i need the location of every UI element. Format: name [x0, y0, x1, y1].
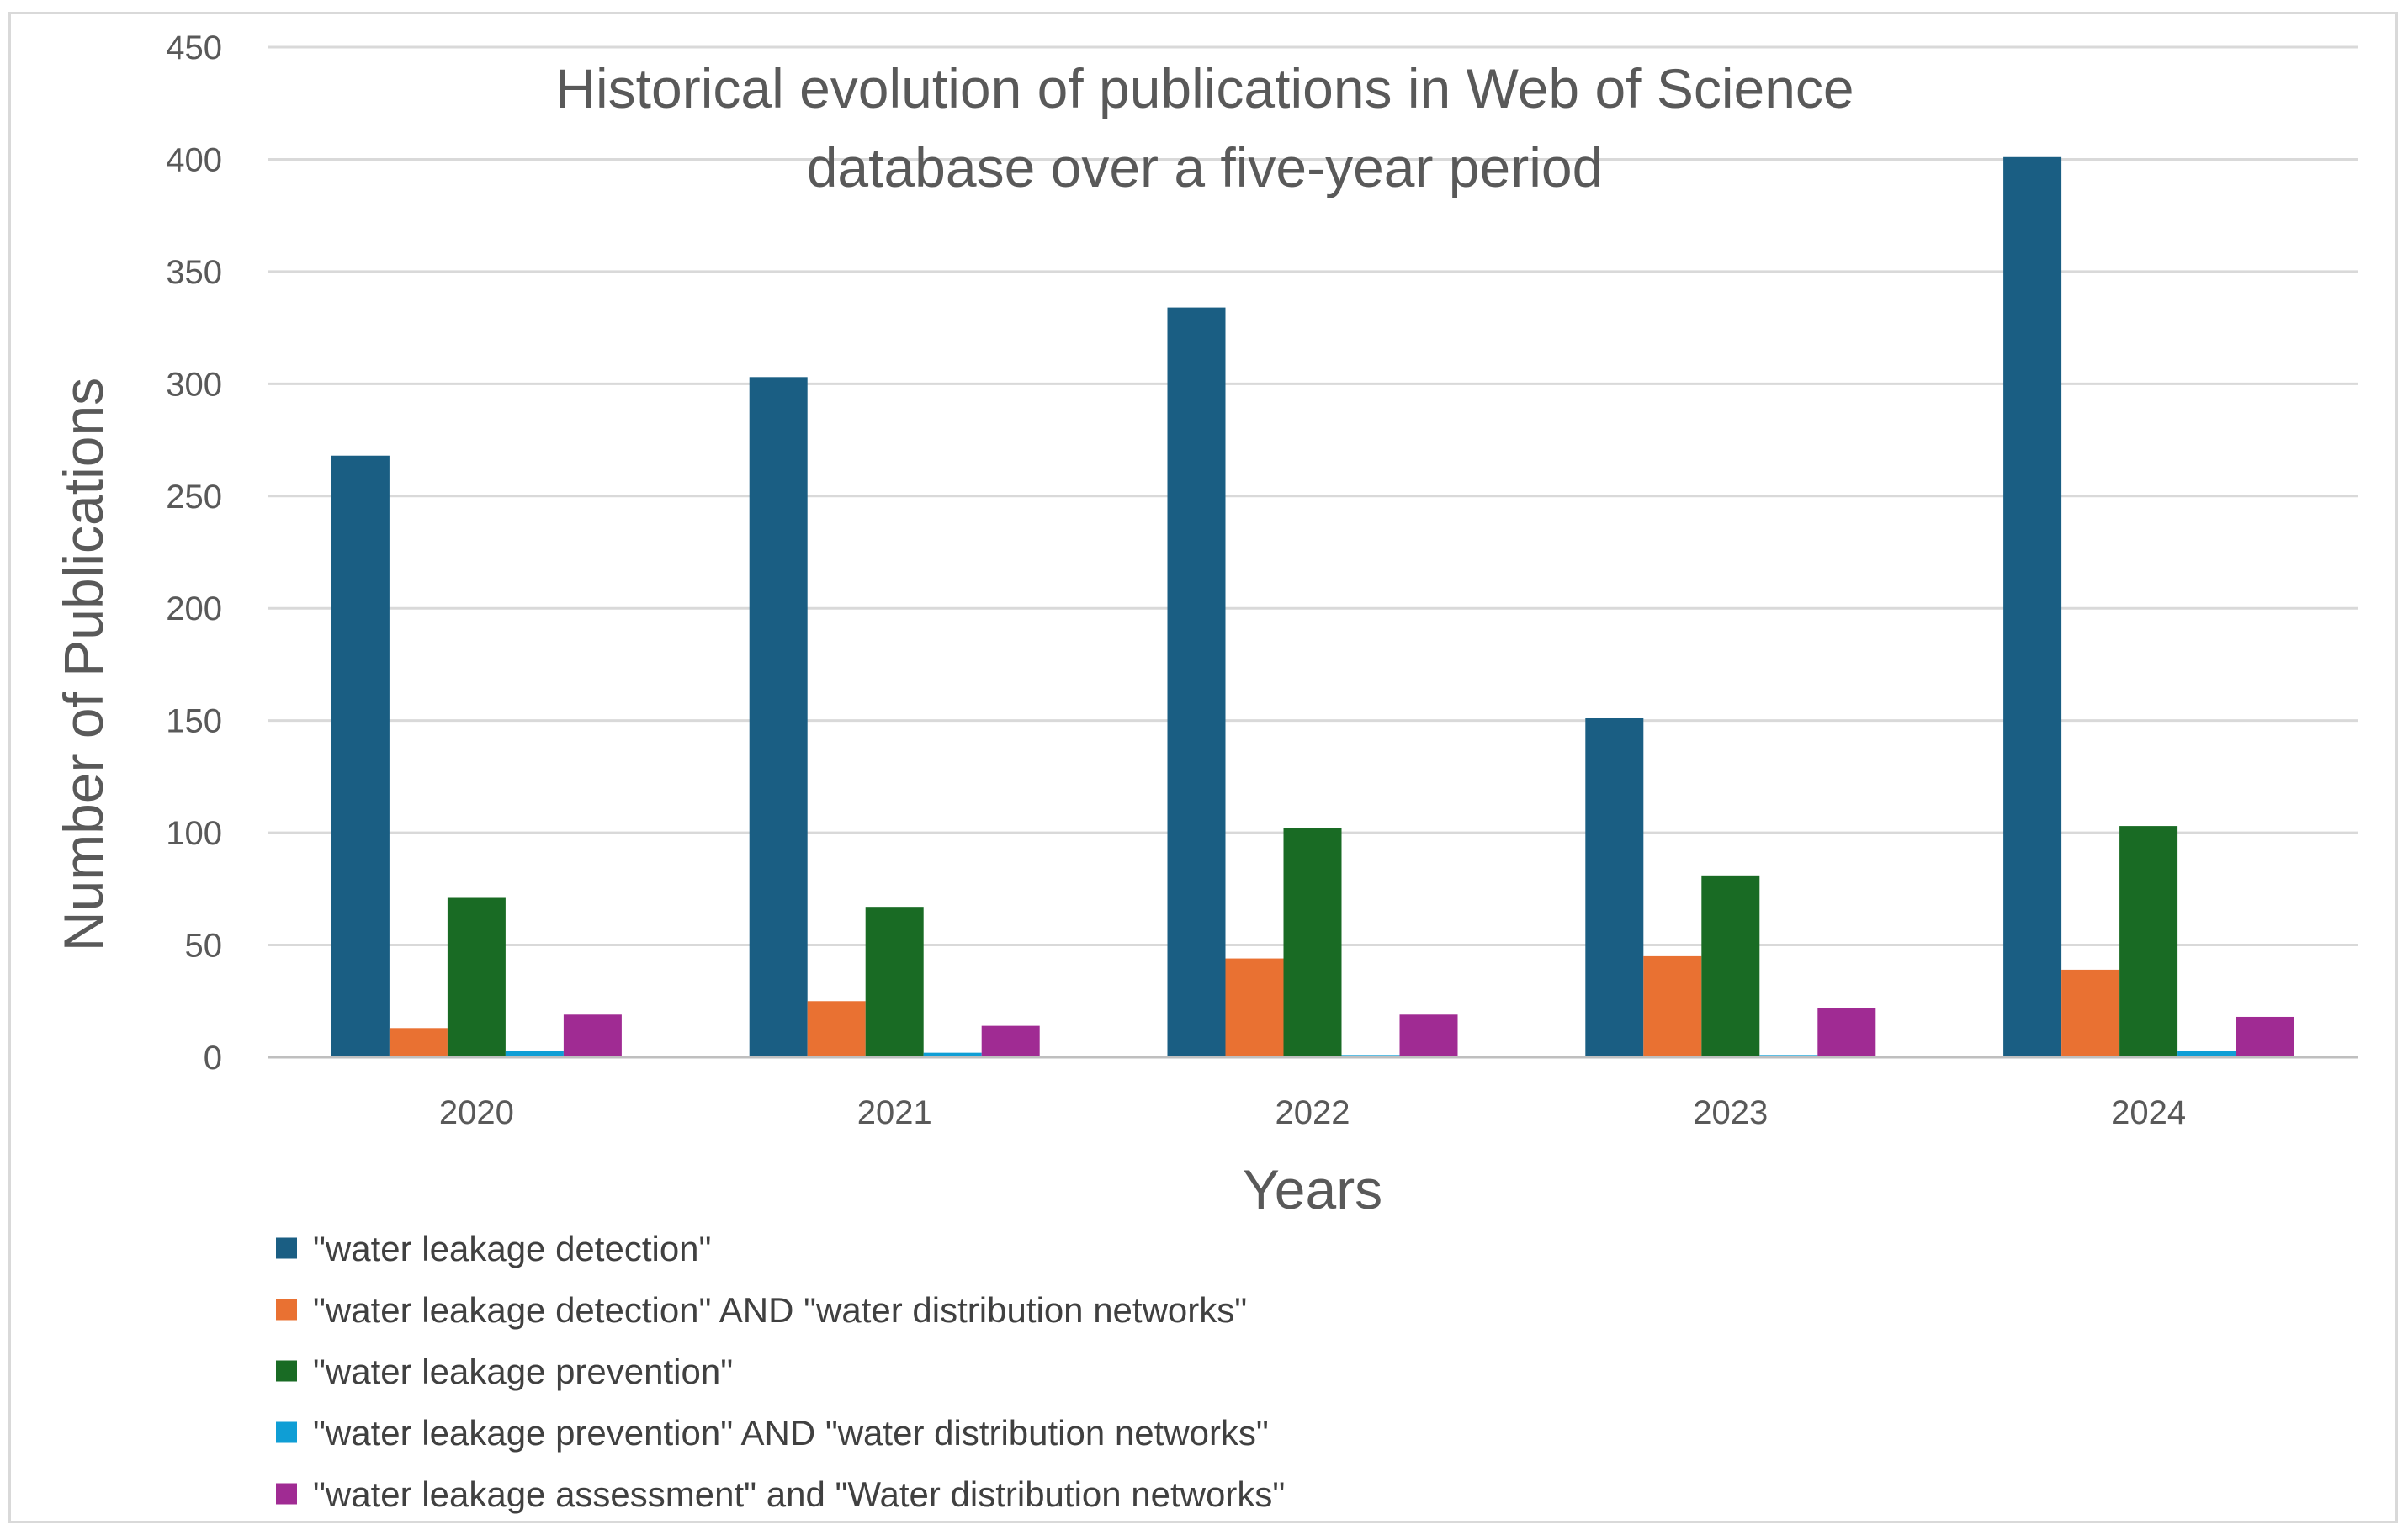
bar-2023-series-5 — [1817, 1008, 1876, 1057]
legend-label: "water leakage detection" AND "water dis… — [313, 1290, 1247, 1330]
bar-2023-series-2 — [1643, 955, 1702, 1057]
bar-2020-series-5 — [563, 1014, 622, 1057]
legend-swatch — [276, 1299, 297, 1321]
bar-2024-series-1 — [2003, 156, 2062, 1058]
x-tick-label: 2024 — [2111, 1094, 2186, 1131]
legend: "water leakage detection" "water leakage … — [276, 1229, 1285, 1514]
bar-2022-series-5 — [1399, 1014, 1458, 1057]
legend-swatch — [276, 1421, 297, 1443]
legend-label: "water leakage assessment" and "Water di… — [313, 1474, 1285, 1514]
y-tick-label: 150 — [166, 703, 222, 740]
y-axis-tick-labels: 0 50 100 150 200 250 300 350 400 450 — [166, 29, 222, 1077]
bar-2024-series-2 — [2061, 969, 2120, 1057]
y-tick-label: 0 — [204, 1040, 222, 1077]
legend-label: "water leakage prevention" AND "water di… — [313, 1413, 1269, 1453]
legend-swatch — [276, 1237, 297, 1259]
y-tick-label: 400 — [166, 141, 222, 178]
bar-2020-series-3 — [447, 897, 506, 1057]
bar-2020-series-4 — [505, 1050, 564, 1057]
bar-2021-series-1 — [749, 377, 808, 1057]
bar-2023-series-1 — [1585, 717, 1644, 1057]
legend-label: "water leakage detection" — [313, 1229, 711, 1268]
bars — [331, 156, 2294, 1058]
chart-title-line-2: database over a five-year period — [807, 136, 1604, 198]
x-tick-label: 2023 — [1693, 1094, 1768, 1131]
y-tick-label: 250 — [166, 479, 222, 516]
legend-label: "water leakage prevention" — [313, 1352, 733, 1391]
x-tick-label: 2020 — [439, 1094, 514, 1131]
x-tick-label: 2022 — [1276, 1094, 1350, 1131]
y-axis-title: Number of Publications — [52, 378, 114, 951]
legend-swatch — [276, 1483, 297, 1505]
y-tick-label: 300 — [166, 366, 222, 403]
bar-2023-series-3 — [1701, 875, 1760, 1057]
bar-2024-series-3 — [2119, 826, 2178, 1057]
y-tick-label: 50 — [185, 928, 223, 965]
y-tick-label: 350 — [166, 254, 222, 291]
x-axis-tick-labels: 2020 2021 2022 2023 2024 — [439, 1094, 2186, 1131]
y-tick-label: 200 — [166, 590, 222, 627]
bar-2021-series-5 — [981, 1025, 1040, 1057]
bar-2022-series-1 — [1167, 307, 1226, 1057]
x-tick-label: 2021 — [857, 1094, 932, 1131]
bar-2020-series-1 — [331, 455, 390, 1057]
bar-2020-series-2 — [389, 1028, 448, 1057]
bar-2024-series-4 — [2177, 1050, 2236, 1057]
y-tick-label: 100 — [166, 815, 222, 852]
y-tick-label: 450 — [166, 29, 222, 66]
bar-2022-series-3 — [1283, 828, 1342, 1057]
legend-swatch — [276, 1360, 297, 1382]
bar-2021-series-3 — [865, 907, 924, 1057]
x-axis-title: Years — [1243, 1158, 1382, 1220]
chart-title-line-1: Historical evolution of publications in … — [555, 57, 1854, 119]
bar-2021-series-4 — [923, 1052, 982, 1057]
bar-2024-series-5 — [2236, 1016, 2294, 1057]
bar-2022-series-2 — [1225, 958, 1284, 1057]
bar-2021-series-2 — [807, 1001, 866, 1057]
